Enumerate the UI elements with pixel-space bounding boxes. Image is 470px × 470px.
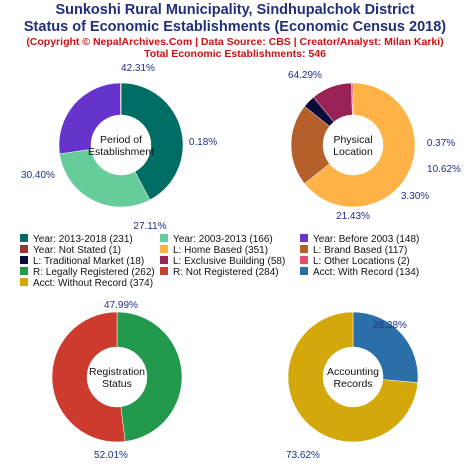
legend-label: L: Exclusive Building (58): [173, 256, 286, 267]
legend-item: L: Home Based (351): [160, 245, 268, 256]
legend-swatch: [300, 267, 308, 276]
slice-percent-label: 3.30%: [401, 191, 429, 202]
chart-subtitle-total: Total Economic Establishments: 546: [144, 48, 326, 60]
donut-center-label: Establishment: [88, 146, 154, 158]
legend-item: L: Traditional Market (18): [20, 256, 144, 267]
chart-title-line1: Sunkoshi Rural Municipality, Sindhupalch…: [55, 2, 415, 18]
slice-percent-label: 27.11%: [133, 221, 166, 232]
legend-swatch: [20, 245, 28, 254]
legend-item: Acct: Without Record (374): [20, 278, 153, 289]
legend-item: Year: Not Stated (1): [20, 245, 121, 256]
donut-center-label: Physical: [333, 134, 372, 146]
donut-slice: [351, 82, 354, 116]
slice-percent-label: 52.01%: [94, 450, 128, 461]
donut-slice: [352, 311, 419, 383]
donut-center-label: Period of: [100, 134, 142, 146]
chart-header: Sunkoshi Rural Municipality, Sindhupalch…: [0, 2, 470, 60]
legend-swatch: [20, 267, 28, 276]
donut-center-label: Registration: [89, 366, 145, 378]
legend-item: L: Exclusive Building (58): [160, 256, 285, 267]
legend-label: L: Traditional Market (18): [33, 256, 145, 267]
donut-chart-2: 64.29% 21.43% 3.30% 10.62% 0.37% PhysicalLoca…: [288, 70, 461, 222]
slice-percent-label: 30.40%: [21, 170, 55, 181]
legend-swatch: [300, 245, 308, 254]
legend-swatch: [300, 256, 308, 265]
legend-label: Year: 2013-2018 (231): [33, 234, 133, 245]
legend-label: Year: 2003-2013 (166): [173, 234, 273, 245]
donut-center-label: Records: [333, 378, 372, 390]
legend-item: Year: 2003-2013 (166): [160, 234, 273, 245]
slice-percent-label: 0.37%: [427, 138, 455, 149]
slice-percent-label: 26.38%: [373, 320, 407, 331]
legend-swatch: [20, 278, 28, 287]
slice-percent-label: 10.62%: [427, 164, 461, 175]
donut-slice: [51, 311, 126, 443]
legend-item: Year: Before 2003 (148): [300, 234, 419, 245]
legend-swatch: [20, 256, 28, 265]
legend-label: Acct: Without Record (374): [33, 278, 154, 289]
legend-label: R: Not Registered (284): [173, 267, 279, 278]
slice-percent-label: 42.31%: [121, 63, 155, 74]
legend-item: Acct: With Record (134): [300, 267, 419, 278]
legend-label: R: Legally Registered (262): [33, 267, 155, 278]
legend-label: L: Home Based (351): [173, 245, 269, 256]
legend-label: L: Brand Based (117): [313, 245, 408, 256]
slice-percent-label: 0.18%: [189, 137, 217, 148]
donut-center-label: Accounting: [327, 366, 379, 378]
legend-swatch: [160, 234, 168, 243]
legend-label: Acct: With Record (134): [313, 267, 420, 278]
donut-slice: [59, 149, 151, 208]
donut-slice: [120, 82, 122, 116]
donut-chart-1: 42.31% 30.40% 27.11% 0.18% Period ofEstablis…: [21, 63, 217, 232]
legend-swatch: [160, 256, 168, 265]
legend-label: Year: Not Stated (1): [33, 245, 122, 256]
donut-slice: [287, 311, 419, 443]
donut-slice: [116, 311, 183, 442]
donut-center-label: Status: [102, 378, 132, 390]
legend-swatch: [160, 267, 168, 276]
legend-label: L: Other Locations (2): [313, 256, 410, 267]
donut-slice: [304, 82, 416, 208]
donut-slice: [120, 82, 184, 201]
donut-center-label: Location: [333, 146, 373, 158]
slice-percent-label: 73.62%: [286, 450, 320, 461]
slice-percent-label: 64.29%: [288, 70, 322, 81]
legend-swatch: [160, 245, 168, 254]
legend-swatch: [300, 234, 308, 243]
legend-item: L: Other Locations (2): [300, 256, 410, 267]
legend-label: Year: Before 2003 (148): [313, 234, 420, 245]
slice-percent-label: 21.43%: [336, 211, 370, 222]
donut-slice: [58, 82, 121, 155]
legend-item: R: Legally Registered (262): [20, 267, 155, 278]
chart-title-line2: Status of Economic Establishments (Econo…: [23, 19, 447, 35]
legend-item: Year: 2013-2018 (231): [20, 234, 133, 245]
legend-item: R: Not Registered (284): [160, 267, 279, 278]
legend-swatch: [20, 234, 28, 243]
legend-item: L: Brand Based (117): [300, 245, 407, 256]
slice-percent-label: 47.99%: [104, 300, 138, 311]
chart-subtitle-copyright: (Copyright © NepalArchives.Com | Data So…: [26, 36, 444, 48]
